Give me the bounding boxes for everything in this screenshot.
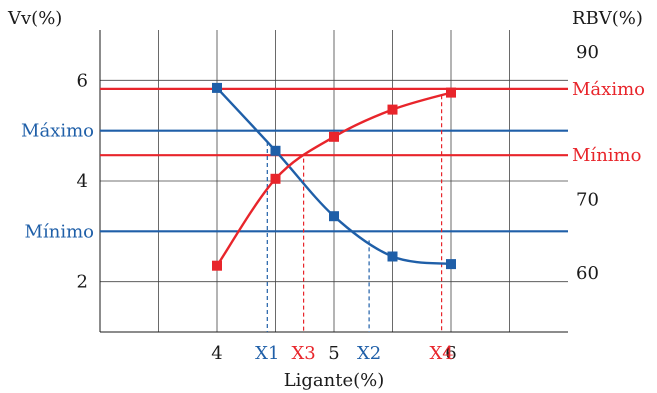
grid	[99, 30, 568, 333]
y-left-tick-label: 2	[77, 272, 88, 293]
data-point-left	[329, 211, 339, 222]
x-tick-label: 5	[328, 343, 339, 364]
data-point-right	[329, 131, 339, 142]
y-right-tick-label: 60	[576, 263, 599, 284]
data-point-right	[446, 87, 456, 98]
x-tick-label: 4	[211, 343, 222, 364]
marker-dashes	[266, 95, 443, 332]
marker-label-x4: X4	[429, 343, 453, 364]
x-tick-label: 6	[445, 343, 456, 364]
data-point-left	[212, 82, 222, 93]
marker-label-x2: X2	[357, 343, 381, 364]
marker-label-x3: X3	[291, 343, 315, 364]
labels-layer: Máximo Mínimo Máximo Mínimo 4 5 6 X1 X3 X2 X4 2 4 6 60…	[7, 8, 645, 391]
y-right-axis-title: RBV(%)	[572, 8, 643, 29]
x-axis-title: Ligante(%)	[284, 370, 385, 391]
y-left-axis-title: Vv(%)	[7, 8, 62, 29]
data-point-left	[270, 145, 281, 156]
y-right-tick-label: 70	[576, 189, 599, 210]
y-left-tick-label: 4	[77, 171, 88, 192]
reference-lines	[100, 87, 568, 233]
data-point-left	[446, 259, 456, 270]
data-point-right	[387, 104, 398, 115]
reference-label-left: Mínimo	[25, 221, 94, 242]
data-point-left	[387, 251, 398, 262]
data-point-right	[270, 173, 281, 184]
reference-label-right: Mínimo	[572, 145, 641, 166]
y-right-tick-label: 90	[576, 42, 599, 63]
reference-label-right: Máximo	[572, 79, 645, 100]
data-point-right	[212, 260, 222, 271]
y-left-tick-label: 6	[77, 70, 88, 91]
reference-label-left: Máximo	[21, 121, 94, 142]
marker-label-x1: X1	[255, 343, 279, 364]
series-layer	[212, 82, 456, 271]
